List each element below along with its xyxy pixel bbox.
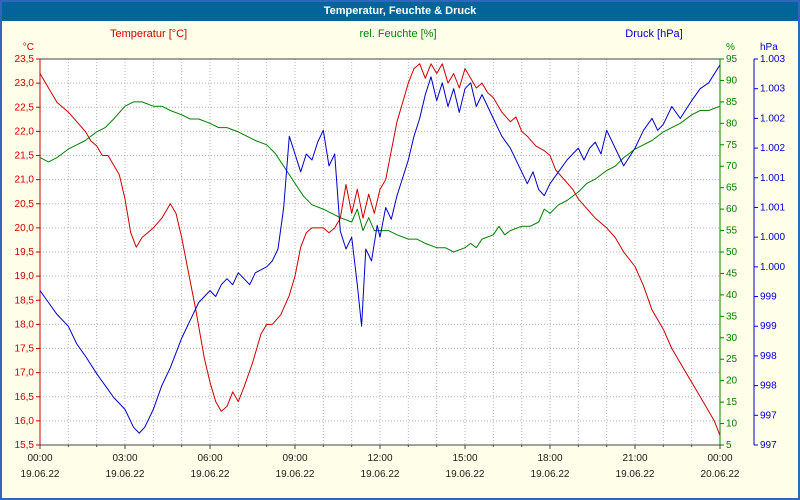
svg-text:12:00: 12:00: [367, 453, 392, 464]
svg-text:30: 30: [726, 333, 738, 344]
svg-text:1.001: 1.001: [760, 202, 785, 213]
svg-text:5: 5: [726, 440, 732, 451]
svg-text:17,0: 17,0: [15, 368, 35, 379]
svg-text:18,5: 18,5: [15, 295, 35, 306]
svg-text:50: 50: [726, 247, 738, 258]
svg-text:23,5: 23,5: [15, 54, 35, 65]
svg-text:22,0: 22,0: [15, 126, 35, 137]
svg-text:03:00: 03:00: [112, 453, 137, 464]
svg-text:998: 998: [760, 381, 777, 392]
svg-text:00:00: 00:00: [27, 453, 52, 464]
svg-text:19.06.22: 19.06.22: [446, 469, 485, 480]
svg-text:1.000: 1.000: [760, 262, 785, 273]
svg-text:21,5: 21,5: [15, 151, 35, 162]
svg-text:80: 80: [726, 118, 738, 129]
svg-text:75: 75: [726, 140, 738, 151]
svg-text:997: 997: [760, 410, 777, 421]
svg-text:999: 999: [760, 321, 777, 332]
svg-text:20,5: 20,5: [15, 199, 35, 210]
svg-text:22,5: 22,5: [15, 102, 35, 113]
svg-text:19.06.22: 19.06.22: [191, 469, 230, 480]
svg-text:19.06.22: 19.06.22: [361, 469, 400, 480]
svg-text:1.003: 1.003: [760, 54, 785, 65]
svg-text:90: 90: [726, 75, 738, 86]
svg-text:21:00: 21:00: [622, 453, 647, 464]
svg-text:1.002: 1.002: [760, 113, 785, 124]
svg-text:60: 60: [726, 204, 738, 215]
svg-text:16,0: 16,0: [15, 416, 35, 427]
svg-text:°C: °C: [23, 42, 34, 53]
svg-text:997: 997: [760, 440, 777, 451]
svg-text:1.001: 1.001: [760, 173, 785, 184]
svg-text:20: 20: [726, 376, 738, 387]
svg-text:19,5: 19,5: [15, 247, 35, 258]
series-line-humidity: [39, 101, 721, 253]
svg-text:25: 25: [726, 354, 738, 365]
svg-text:09:00: 09:00: [282, 453, 307, 464]
y-axis-pressure: 1.003 1.003 1.002 1.002 1.001 1.001 1.000 1.000…: [754, 42, 785, 451]
svg-text:20,0: 20,0: [15, 223, 35, 234]
svg-text:23,0: 23,0: [15, 78, 35, 89]
svg-text:998: 998: [760, 351, 777, 362]
svg-text:21,0: 21,0: [15, 175, 35, 186]
svg-text:45: 45: [726, 268, 738, 279]
svg-text:1.000: 1.000: [760, 232, 785, 243]
svg-text:1.003: 1.003: [760, 84, 785, 95]
svg-text:%: %: [726, 42, 735, 53]
svg-text:15:00: 15:00: [452, 453, 477, 464]
y-axis-humidity: 95 90 85 80 75 70 65 60 55 50 45 40 35 30 25 20 15 10 5%: [720, 42, 738, 451]
svg-text:06:00: 06:00: [197, 453, 222, 464]
svg-text:17,5: 17,5: [15, 344, 35, 355]
legend-humidity: rel. Feuchte [%]: [359, 28, 437, 40]
svg-text:16,5: 16,5: [15, 392, 35, 403]
svg-text:85: 85: [726, 97, 738, 108]
svg-text:19.06.22: 19.06.22: [106, 469, 145, 480]
series-line-temperature: [39, 63, 721, 436]
svg-text:10: 10: [726, 419, 738, 430]
svg-text:95: 95: [726, 54, 738, 65]
svg-text:19.06.22: 19.06.22: [616, 469, 655, 480]
svg-text:15,5: 15,5: [15, 440, 35, 451]
svg-text:40: 40: [726, 290, 738, 301]
svg-text:hPa: hPa: [760, 42, 778, 53]
y-axis-temperature: 23,5 23,0 22,5 22,0 21,5 21,0 20,5 20,0 19,5 19,0…: [15, 42, 40, 451]
svg-text:18:00: 18:00: [537, 453, 562, 464]
svg-text:15: 15: [726, 397, 738, 408]
series-line-pressure: [39, 64, 721, 434]
svg-text:19.06.22: 19.06.22: [276, 469, 315, 480]
legend-temperature: Temperatur [°C]: [110, 28, 188, 40]
svg-text:19,0: 19,0: [15, 271, 35, 282]
svg-text:999: 999: [760, 292, 777, 303]
legend-pressure: Druck [hPa]: [625, 28, 683, 40]
svg-text:55: 55: [726, 226, 738, 237]
svg-text:00:00: 00:00: [707, 453, 732, 464]
svg-text:35: 35: [726, 311, 738, 322]
x-axis-time: 00:00 19.06.22 03:00 19.06.22 06:00 19.06.22 0…: [21, 445, 740, 480]
svg-text:19.06.22: 19.06.22: [531, 469, 570, 480]
svg-text:20.06.22: 20.06.22: [701, 469, 740, 480]
svg-text:18,0: 18,0: [15, 319, 35, 330]
svg-text:1.002: 1.002: [760, 143, 785, 154]
title-bar: Temperatur, Feuchte & Druck: [2, 2, 798, 21]
svg-text:65: 65: [726, 183, 738, 194]
svg-text:70: 70: [726, 161, 738, 172]
grid-lines: [40, 59, 720, 445]
svg-text:19.06.22: 19.06.22: [21, 469, 60, 480]
